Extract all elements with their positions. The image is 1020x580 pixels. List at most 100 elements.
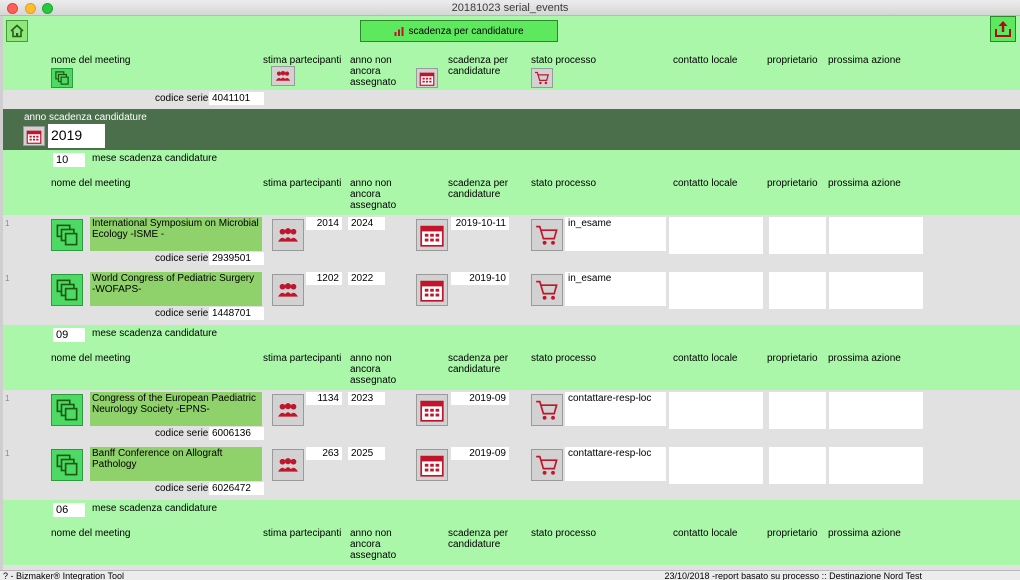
anno-field[interactable]: 2024 — [348, 217, 385, 230]
status-cart-button[interactable] — [531, 274, 563, 306]
sort-by-status-button[interactable] — [531, 68, 553, 88]
codice-field[interactable]: 6026472 — [209, 482, 264, 495]
sort-by-meeting-button[interactable] — [51, 68, 73, 88]
col-header-contatto: contatto locale — [673, 178, 738, 189]
open-meeting-button[interactable] — [51, 449, 83, 481]
stato-field[interactable]: in_esame — [565, 272, 666, 306]
contatto-field[interactable] — [669, 447, 763, 484]
participants-button[interactable] — [272, 274, 304, 306]
calendar-icon — [419, 72, 435, 86]
year-field[interactable]: 2019 — [48, 124, 105, 148]
table-row-partial[interactable] — [3, 565, 1020, 570]
stima-field[interactable]: 1134 — [306, 392, 342, 405]
col-header-anno-non: anno non ancora assegnato — [350, 528, 397, 561]
contatto-field[interactable] — [669, 272, 763, 309]
people-icon — [278, 228, 298, 242]
anno-field[interactable]: 2022 — [348, 272, 385, 285]
deadline-calendar-button[interactable] — [416, 449, 448, 481]
stima-field[interactable]: 263 — [306, 447, 342, 460]
sort-by-deadline-button[interactable]: scadenza per candidature — [360, 20, 558, 42]
col-header-prossima: prossima azione — [828, 528, 901, 539]
codice-label: codice serie — [155, 428, 209, 439]
sort-by-deadline-label: scadenza per candidature — [408, 25, 524, 37]
open-meeting-button[interactable] — [51, 219, 83, 251]
cart-icon — [535, 71, 550, 85]
status-cart-button[interactable] — [531, 219, 563, 251]
meeting-name[interactable]: World Congress of Pediatric Surgery -WOF… — [90, 272, 262, 306]
month-field[interactable]: 09 — [53, 328, 85, 342]
stato-field[interactable]: in_esame — [565, 217, 666, 251]
month-field[interactable]: 06 — [53, 503, 85, 517]
status-cart-button[interactable] — [531, 449, 563, 481]
prossima-field[interactable] — [829, 217, 923, 254]
export-button[interactable] — [990, 16, 1016, 42]
calendar-icon — [420, 455, 444, 477]
codice-field[interactable]: 1448701 — [209, 307, 264, 320]
month-label: mese scadenza candidature — [92, 153, 218, 164]
prossima-field[interactable] — [829, 447, 923, 484]
prossima-field[interactable] — [829, 392, 923, 429]
status-cart-button[interactable] — [531, 394, 563, 426]
meeting-name[interactable]: Congress of the European Paediatric Neur… — [90, 392, 262, 426]
row-number: 1 — [5, 274, 10, 283]
col-header-stima: stima partecipanti — [263, 178, 342, 189]
close-window-button[interactable] — [7, 3, 18, 14]
month-header-band — [3, 500, 1020, 565]
proprietario-field[interactable] — [769, 392, 826, 429]
month-label: mese scadenza candidature — [92, 503, 218, 514]
proprietario-field[interactable] — [769, 447, 826, 484]
copy-windows-icon — [56, 454, 78, 476]
col-header-proprietario: proprietario — [767, 55, 818, 66]
open-meeting-button[interactable] — [51, 394, 83, 426]
participants-button[interactable] — [272, 449, 304, 481]
stato-field[interactable]: contattare-resp-loc — [565, 392, 666, 426]
row-number: 1 — [5, 394, 10, 403]
meeting-name[interactable]: Banff Conference on Allograft Pathology — [90, 447, 262, 481]
participants-button[interactable] — [272, 394, 304, 426]
sort-by-deadline-small-button[interactable] — [416, 68, 438, 88]
col-header-proprietario: proprietario — [767, 528, 818, 539]
col-header-prossima: prossima azione — [828, 55, 901, 66]
open-meeting-button[interactable] — [51, 274, 83, 306]
contatto-field[interactable] — [669, 392, 763, 429]
month-field[interactable]: 10 — [53, 153, 85, 167]
meeting-name[interactable]: International Symposium on Microbial Eco… — [90, 217, 262, 251]
col-header-stima: stima partecipanti — [263, 353, 342, 364]
home-button[interactable] — [6, 20, 28, 42]
top-codice-field[interactable]: 4041101 — [209, 92, 264, 105]
scadenza-field[interactable]: 2019-10-11 — [451, 217, 509, 230]
year-calendar-button[interactable] — [23, 126, 45, 146]
deadline-calendar-button[interactable] — [416, 219, 448, 251]
scadenza-field[interactable]: 2019-09 — [451, 392, 509, 405]
participants-button[interactable] — [272, 219, 304, 251]
sort-by-participants-button[interactable] — [271, 66, 295, 86]
col-header-prossima: prossima azione — [828, 353, 901, 364]
deadline-calendar-button[interactable] — [416, 394, 448, 426]
stima-field[interactable]: 1202 — [306, 272, 342, 285]
zoom-window-button[interactable] — [42, 3, 53, 14]
month-header-band — [3, 150, 1020, 215]
contatto-field[interactable] — [669, 217, 763, 254]
scadenza-field[interactable]: 2019-09 — [451, 447, 509, 460]
codice-field[interactable]: 2939501 — [209, 252, 264, 265]
calendar-icon — [420, 400, 444, 422]
minimize-window-button[interactable] — [25, 3, 36, 14]
codice-field[interactable]: 6006136 — [209, 427, 264, 440]
anno-field[interactable]: 2023 — [348, 392, 385, 405]
col-header-stato: stato processo — [531, 178, 597, 189]
col-header-stima: stima partecipanti — [263, 528, 342, 539]
proprietario-field[interactable] — [769, 272, 826, 309]
anno-field[interactable]: 2025 — [348, 447, 385, 460]
proprietario-field[interactable] — [769, 217, 826, 254]
month-label: mese scadenza candidature — [92, 328, 218, 339]
stato-field[interactable]: contattare-resp-loc — [565, 447, 666, 481]
top-codice-label: codice serie — [155, 93, 209, 104]
prossima-field[interactable] — [829, 272, 923, 309]
stima-field[interactable]: 2014 — [306, 217, 342, 230]
codice-label: codice serie — [155, 308, 209, 319]
col-header-stato: stato processo — [531, 55, 597, 66]
col-header-nome: nome del meeting — [51, 178, 131, 189]
deadline-calendar-button[interactable] — [416, 274, 448, 306]
copy-windows-icon — [56, 279, 78, 301]
scadenza-field[interactable]: 2019-10 — [451, 272, 509, 285]
